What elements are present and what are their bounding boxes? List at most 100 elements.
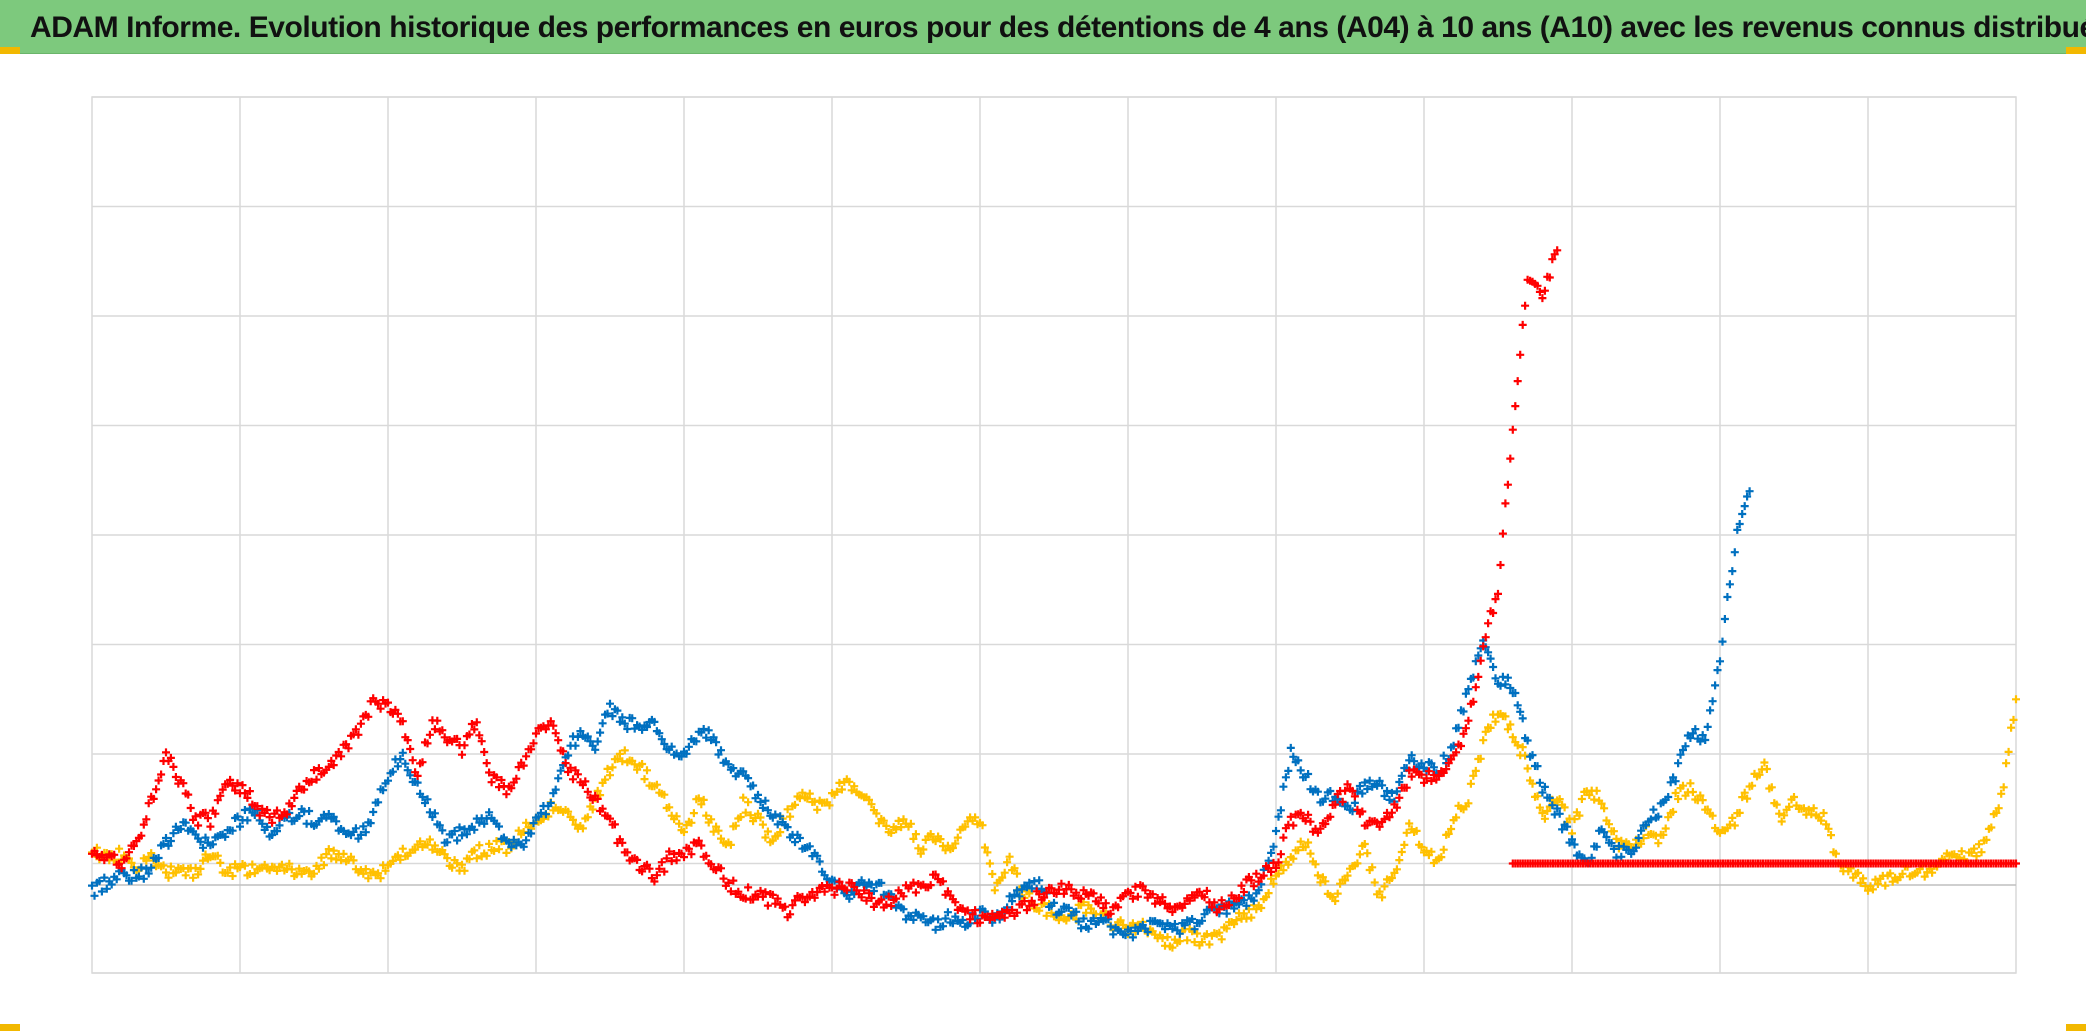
data-point <box>443 838 452 847</box>
data-point <box>2009 715 2018 724</box>
data-point <box>1437 853 1446 862</box>
data-point <box>1447 825 1456 833</box>
data-point <box>1681 742 1690 751</box>
data-point <box>1659 830 1668 839</box>
data-point <box>842 886 851 895</box>
data-point <box>512 774 521 783</box>
data-point <box>564 768 573 776</box>
data-point <box>1420 778 1428 787</box>
data-point <box>1859 874 1868 883</box>
data-point <box>1259 871 1268 880</box>
data-point <box>763 827 772 836</box>
data-point <box>1474 672 1483 681</box>
data-point <box>998 908 1007 916</box>
data-point <box>1730 821 1739 830</box>
data-point <box>1059 889 1068 898</box>
data-point <box>430 725 439 734</box>
data-point <box>189 873 198 882</box>
data-point <box>1535 803 1544 812</box>
data-point <box>472 854 481 863</box>
data-point <box>791 800 799 809</box>
data-point <box>1003 858 1012 867</box>
data-point <box>1417 843 1426 851</box>
data-point <box>887 828 896 837</box>
data-point <box>438 726 447 735</box>
data-point <box>1698 731 1707 740</box>
data-point <box>1701 736 1710 744</box>
data-point <box>985 859 994 868</box>
data-point <box>783 823 792 832</box>
data-point <box>1486 723 1495 732</box>
data-point <box>1540 782 1549 791</box>
data-point <box>110 850 119 859</box>
data-point <box>1035 906 1044 915</box>
data-point <box>1471 766 1480 775</box>
data-point <box>914 844 923 853</box>
data-point <box>620 746 629 755</box>
data-point <box>1198 938 1206 947</box>
data-point <box>450 827 459 835</box>
data-point <box>1047 884 1056 893</box>
data-point <box>1506 454 1515 463</box>
data-point <box>480 819 489 828</box>
data-point <box>475 841 484 850</box>
data-point <box>620 719 629 728</box>
data-point <box>672 856 681 865</box>
data-point <box>1886 869 1895 878</box>
data-point <box>238 781 247 790</box>
data-point <box>171 773 180 781</box>
data-point <box>1609 827 1618 836</box>
data-point <box>1202 930 1211 939</box>
data-point <box>364 712 373 721</box>
data-point <box>684 742 693 751</box>
data-point <box>1168 908 1177 916</box>
data-point <box>1190 925 1199 934</box>
data-point <box>1387 874 1396 882</box>
data-point <box>162 748 170 757</box>
data-point <box>349 856 358 865</box>
data-point <box>127 858 136 867</box>
data-point <box>344 744 353 753</box>
data-point <box>139 820 148 829</box>
data-point <box>606 814 614 823</box>
data-point <box>1474 651 1483 660</box>
data-point <box>717 864 725 873</box>
data-point <box>408 756 417 765</box>
data-point <box>763 806 772 815</box>
data-point <box>1249 882 1258 891</box>
data-point <box>1057 907 1066 916</box>
data-point <box>107 880 116 889</box>
data-point <box>482 759 491 768</box>
data-point <box>1269 879 1278 888</box>
data-point <box>931 925 940 934</box>
data-point <box>773 820 782 829</box>
data-point <box>1375 776 1384 785</box>
data-point <box>746 811 755 820</box>
data-point <box>1304 770 1313 778</box>
data-point <box>1491 717 1500 726</box>
data-point <box>1679 781 1687 790</box>
data-point <box>724 760 733 769</box>
data-point <box>717 834 725 843</box>
data-point <box>1274 858 1283 867</box>
data-point <box>144 799 153 808</box>
data-point <box>951 912 960 921</box>
data-point <box>147 863 156 872</box>
data-point <box>909 834 918 843</box>
data-point <box>90 847 99 855</box>
data-point <box>1030 900 1039 909</box>
data-point <box>884 892 893 901</box>
data-point <box>1605 820 1613 829</box>
data-point <box>1553 804 1562 813</box>
data-point <box>112 875 121 884</box>
data-point <box>467 720 476 728</box>
data-point <box>983 848 992 857</box>
data-point <box>581 777 590 786</box>
data-point <box>300 785 309 794</box>
data-point <box>211 809 220 818</box>
data-point <box>694 836 703 845</box>
data-point <box>482 851 491 860</box>
data-point <box>1817 816 1826 825</box>
data-point <box>1230 904 1239 913</box>
data-point <box>1434 772 1443 780</box>
